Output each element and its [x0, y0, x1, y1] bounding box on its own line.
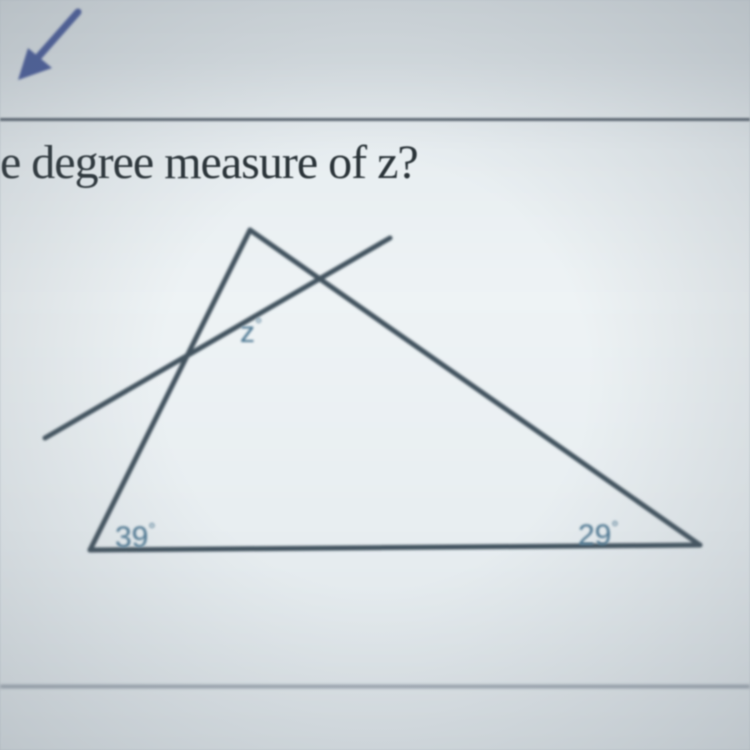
- question-text: e degree measure of z?: [0, 135, 418, 190]
- angle-label: 39°: [115, 520, 156, 555]
- bottom-divider: [0, 685, 750, 688]
- arrow-down-left-icon: [0, 0, 120, 95]
- angle-label: z°: [240, 315, 262, 350]
- angle-label: 29°: [578, 518, 619, 553]
- triangle-diagram: z° 39° 29°: [0, 220, 750, 640]
- horizontal-divider: [0, 118, 750, 121]
